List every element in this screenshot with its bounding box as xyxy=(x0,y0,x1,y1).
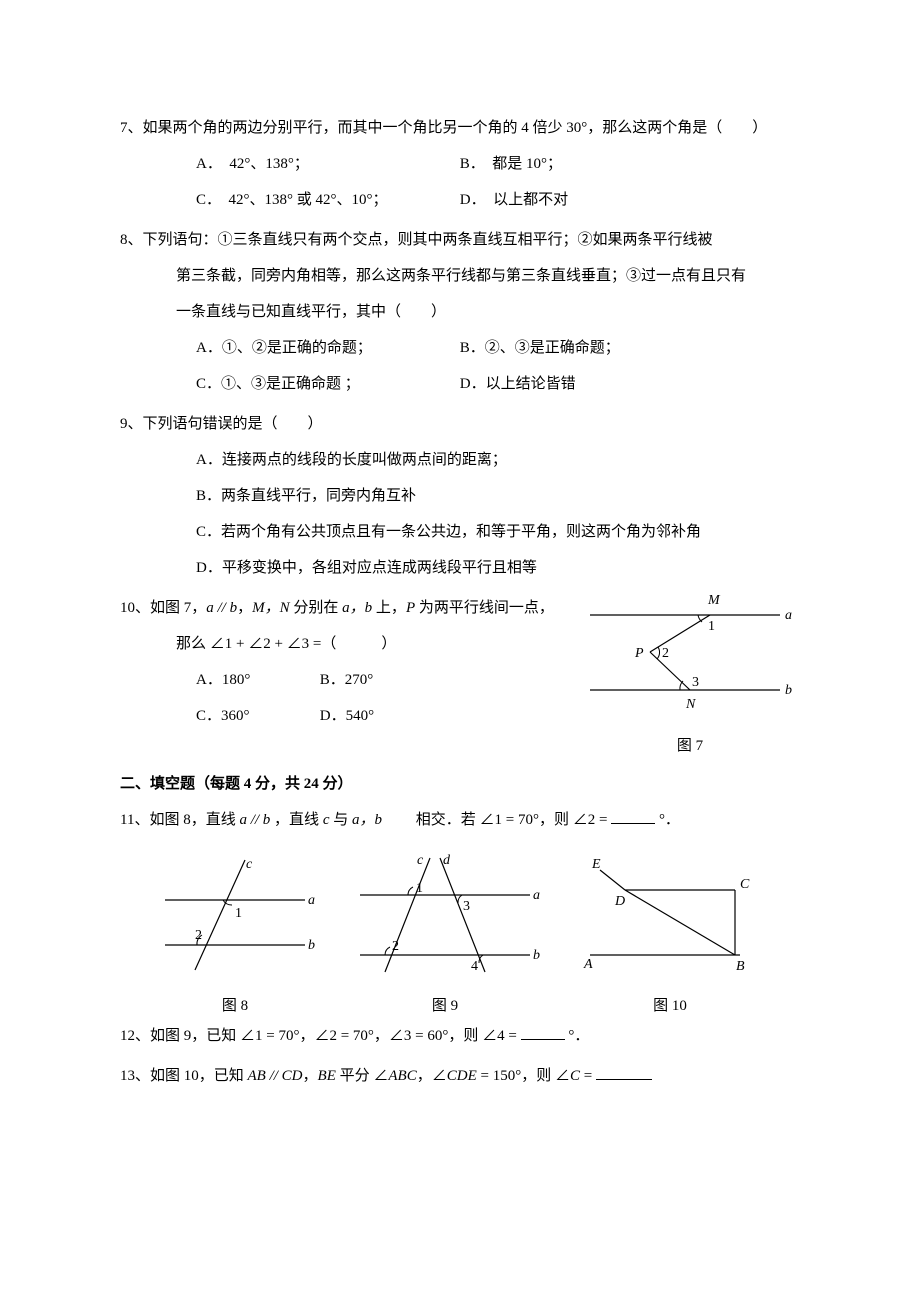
figure-9-caption: 图 9 xyxy=(345,994,545,1018)
svg-text:1: 1 xyxy=(235,906,242,921)
q8-stem3: 一条直线与已知直线平行，其中（ ） xyxy=(120,294,800,330)
q10-opt-d: D．540° xyxy=(320,708,374,724)
svg-text:a: a xyxy=(533,888,540,903)
figures-row: c a b 1 2 图 8 c d a b 1 2 3 4 图 9 xyxy=(120,842,800,1018)
svg-text:2: 2 xyxy=(662,646,669,661)
q9-opt-a: A．连接两点的线段的长度叫做两点间的距离； xyxy=(120,442,800,478)
question-9: 9、下列语句错误的是（ ） A．连接两点的线段的长度叫做两点间的距离； B．两条… xyxy=(120,406,800,586)
q9-opt-d: D．平移变换中，各组对应点连成两线段平行且相等 xyxy=(120,550,800,586)
figure-10-caption: 图 10 xyxy=(570,994,770,1018)
q8-stem2: 第三条截，同旁内角相等，那么这两条平行线都与第三条直线垂直；③过一点有且只有 xyxy=(120,258,800,294)
svg-text:c: c xyxy=(417,853,424,868)
question-13: 13、如图 10，已知 AB // CD，BE 平分 ∠ABC，∠CDE = 1… xyxy=(120,1058,800,1094)
svg-text:1: 1 xyxy=(416,881,423,896)
q10-opt-a: A．180° xyxy=(196,662,316,698)
svg-text:B: B xyxy=(736,959,745,974)
q8-opt-b: B．②、③是正确命题； xyxy=(460,330,620,366)
q9-opt-c: C．若两个角有公共顶点且有一条公共边，和等于平角，则这两个角为邻补角 xyxy=(120,514,800,550)
svg-text:N: N xyxy=(685,697,696,712)
q7-stem: 7、如果两个角的两边分别平行，而其中一个角比另一个角的 4 倍少 30°，那么这… xyxy=(120,110,800,146)
svg-text:b: b xyxy=(785,683,792,698)
question-11: 11、如图 8，直线 a // b ，直线 c 与 a，b 相交．若 ∠1 = … xyxy=(120,802,800,838)
figure-10-svg: E D C A B xyxy=(570,850,770,980)
question-8: 8、下列语句：①三条直线只有两个交点，则其中两条直线互相平行；②如果两条平行线被… xyxy=(120,222,800,402)
q8-opt-a: A．①、②是正确的命题； xyxy=(196,330,456,366)
question-7: 7、如果两个角的两边分别平行，而其中一个角比另一个角的 4 倍少 30°，那么这… xyxy=(120,110,800,218)
q8-stem1: 8、下列语句：①三条直线只有两个交点，则其中两条直线互相平行；②如果两条平行线被 xyxy=(120,222,800,258)
svg-text:D: D xyxy=(614,894,625,909)
svg-text:3: 3 xyxy=(692,675,699,690)
svg-text:A: A xyxy=(583,957,593,972)
figure-8-svg: c a b 1 2 xyxy=(150,850,320,980)
svg-text:E: E xyxy=(591,857,601,872)
q7-opt-a: A． 42°、138°； xyxy=(196,146,456,182)
question-10: 10、如图 7，a // b，M，N 分别在 a，b 上，P 为两平行线间一点，… xyxy=(120,590,800,758)
svg-text:c: c xyxy=(246,857,253,872)
q10-opt-c: C．360° xyxy=(196,698,316,734)
figure-7: M N P a b 1 2 3 图 7 xyxy=(580,590,800,758)
section-2-title: 二、填空题（每题 4 分，共 24 分） xyxy=(120,766,800,802)
svg-text:P: P xyxy=(634,646,644,661)
q9-opt-b: B．两条直线平行，同旁内角互补 xyxy=(120,478,800,514)
q10-opt-b: B．270° xyxy=(320,672,374,688)
svg-text:a: a xyxy=(308,893,315,908)
svg-text:d: d xyxy=(443,853,451,868)
svg-text:3: 3 xyxy=(463,899,470,914)
q7-opt-c: C． 42°、138° 或 42°、10°； xyxy=(196,182,456,218)
svg-text:1: 1 xyxy=(708,619,715,634)
q10-stem1: 10、如图 7，a // b，M，N 分别在 a，b 上，P 为两平行线间一点， xyxy=(120,590,580,626)
q9-stem: 9、下列语句错误的是（ ） xyxy=(120,406,800,442)
svg-text:b: b xyxy=(308,938,315,953)
svg-text:2: 2 xyxy=(392,939,399,954)
q8-opt-d: D．以上结论皆错 xyxy=(460,366,576,402)
svg-text:b: b xyxy=(533,948,540,963)
figure-9: c d a b 1 2 3 4 图 9 xyxy=(345,850,545,1018)
q13-blank xyxy=(596,1065,652,1080)
q8-opt-c: C．①、③是正确命题 ； xyxy=(196,366,456,402)
figure-9-svg: c d a b 1 2 3 4 xyxy=(345,850,545,980)
q7-opt-d: D． 以上都不对 xyxy=(460,182,568,218)
figure-8-caption: 图 8 xyxy=(150,994,320,1018)
question-12: 12、如图 9，已知 ∠1 = 70°，∠2 = 70°，∠3 = 60°，则 … xyxy=(120,1018,800,1054)
q10-stem2: 那么 ∠1 + ∠2 + ∠3 =（ ） xyxy=(120,626,580,662)
figure-8: c a b 1 2 图 8 xyxy=(150,850,320,1018)
q11-blank xyxy=(611,809,655,824)
figure-7-caption: 图 7 xyxy=(580,734,800,758)
svg-text:a: a xyxy=(785,608,792,623)
svg-text:4: 4 xyxy=(471,959,478,974)
q7-opt-b: B． 都是 10°； xyxy=(460,146,562,182)
q12-blank xyxy=(521,1025,565,1040)
figure-10: E D C A B 图 10 xyxy=(570,850,770,1018)
svg-text:2: 2 xyxy=(195,928,202,943)
svg-text:M: M xyxy=(707,593,721,608)
figure-7-svg: M N P a b 1 2 3 xyxy=(580,590,800,720)
svg-text:C: C xyxy=(740,877,750,892)
